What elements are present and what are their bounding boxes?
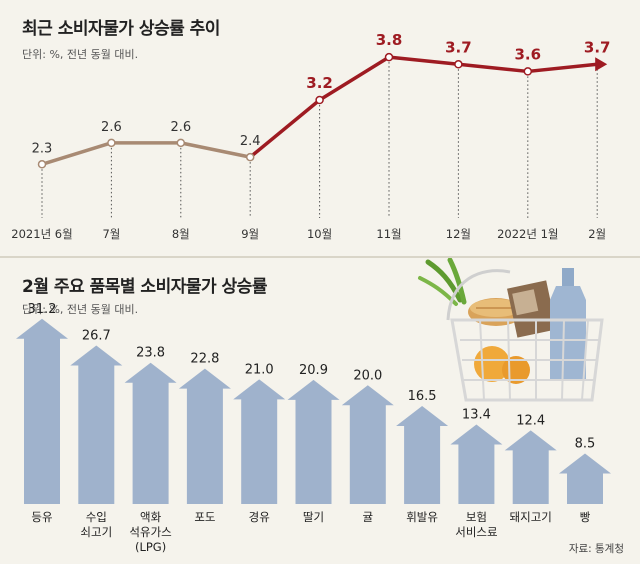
category-label: 수입 쇠고기	[80, 510, 112, 539]
category-label: 빵	[580, 510, 591, 524]
line-segment	[456, 62, 530, 74]
line-segment	[179, 141, 252, 159]
x-tick-label: 12월	[446, 227, 471, 241]
data-point	[523, 67, 533, 76]
category-label: 딸기	[303, 510, 324, 524]
line-segment	[248, 98, 322, 159]
arrow-bar	[233, 379, 286, 504]
bar-value-label: 26.7	[82, 328, 111, 343]
value-label: 3.7	[445, 38, 472, 56]
category-label: 귤	[363, 510, 374, 524]
line-chart: 2.3 2021년 6월 2.6 7월 2.6 8월 2.4 9월 3.2 10월 3.8 11월 3.…	[11, 31, 611, 241]
data-point	[454, 60, 463, 69]
arrow-bar	[178, 368, 231, 504]
data-point	[37, 160, 47, 169]
bar-value-label: 16.5	[408, 389, 437, 404]
bar-chart: 31.2 등유 26.7 수입 쇠고기 23.8 액화 석유가스 (LPG) 22.8 포도 21.0…	[16, 258, 611, 554]
line-segment	[526, 62, 599, 74]
value-label: 3.8	[376, 31, 403, 49]
data-point	[315, 95, 324, 105]
bar-value-label: 22.8	[190, 352, 219, 367]
line-chart-subtitle: 단위: %, 전년 동월 대비.	[22, 48, 139, 61]
value-label: 3.2	[306, 74, 333, 92]
bar-value-label: 13.4	[462, 407, 491, 422]
data-point	[176, 138, 186, 148]
x-tick-label: 8월	[172, 227, 190, 241]
data-point	[384, 52, 394, 62]
bar-value-label: 31.2	[28, 302, 57, 317]
line-chart-title: 최근 소비자물가 상승률 추이	[22, 19, 220, 39]
bar-value-label: 20.0	[353, 368, 382, 383]
data-point	[107, 138, 116, 148]
value-label: 3.6	[515, 45, 542, 63]
value-label: 2.6	[101, 120, 122, 135]
arrow-bar	[504, 430, 557, 504]
value-label: 3.7	[584, 38, 611, 56]
line-arrow-head	[595, 57, 608, 72]
bar-chart-title: 2월 주요 품목별 소비자물가 상승률	[22, 277, 267, 297]
arrow-bar	[396, 406, 449, 504]
arrow-bar	[341, 385, 394, 504]
x-tick-label: 7월	[102, 227, 120, 241]
x-tick-label: 11월	[376, 227, 401, 241]
category-label: 포도	[194, 510, 215, 524]
arrow-bar	[124, 362, 177, 504]
bar-value-label: 8.5	[575, 437, 596, 452]
value-label: 2.3	[32, 141, 53, 156]
value-label: 2.4	[240, 134, 261, 149]
arrow-bar	[16, 318, 68, 504]
category-label: 등유	[31, 510, 52, 524]
line-segment	[40, 141, 114, 167]
category-label: 보험 서비스료	[455, 510, 497, 539]
line-segment	[387, 55, 461, 67]
arrow-bar	[450, 424, 503, 504]
arrow-bar	[559, 453, 611, 504]
category-label: 경유	[249, 510, 270, 524]
source-note: 자료: 통계청	[568, 543, 624, 555]
arrow-bar	[287, 379, 340, 504]
bar-value-label: 20.9	[299, 363, 328, 378]
x-tick-label: 10월	[307, 227, 332, 241]
line-chart-panel: 최근 소비자물가 상승률 추이 단위: %, 전년 동월 대비. 2.3 2021…	[0, 0, 640, 256]
bar-chart-panel: 2월 주요 품목별 소비자물가 상승률 단위: %, 전년 동월 대비.	[0, 258, 640, 564]
bar-value-label: 21.0	[245, 362, 274, 377]
section-divider	[0, 256, 640, 258]
category-label: 돼지고기	[510, 510, 552, 524]
category-label: 액화 석유가스 (LPG)	[129, 510, 171, 554]
x-tick-label: 2021년 6월	[11, 227, 72, 241]
category-label: 휘발유	[406, 510, 438, 524]
bar-value-label: 12.4	[516, 413, 545, 428]
line-segment	[317, 55, 391, 102]
x-tick-label: 9월	[241, 227, 259, 241]
arrow-bar	[70, 345, 123, 504]
value-label: 2.6	[170, 120, 191, 135]
x-tick-label: 2022년 1월	[497, 227, 558, 241]
x-tick-label: 2월	[588, 227, 606, 241]
bar-chart-subtitle: 단위: %, 전년 동월 대비.	[22, 303, 139, 316]
grocery-basket-icon	[418, 258, 604, 402]
bar-value-label: 23.8	[136, 346, 165, 361]
data-point	[245, 152, 255, 162]
